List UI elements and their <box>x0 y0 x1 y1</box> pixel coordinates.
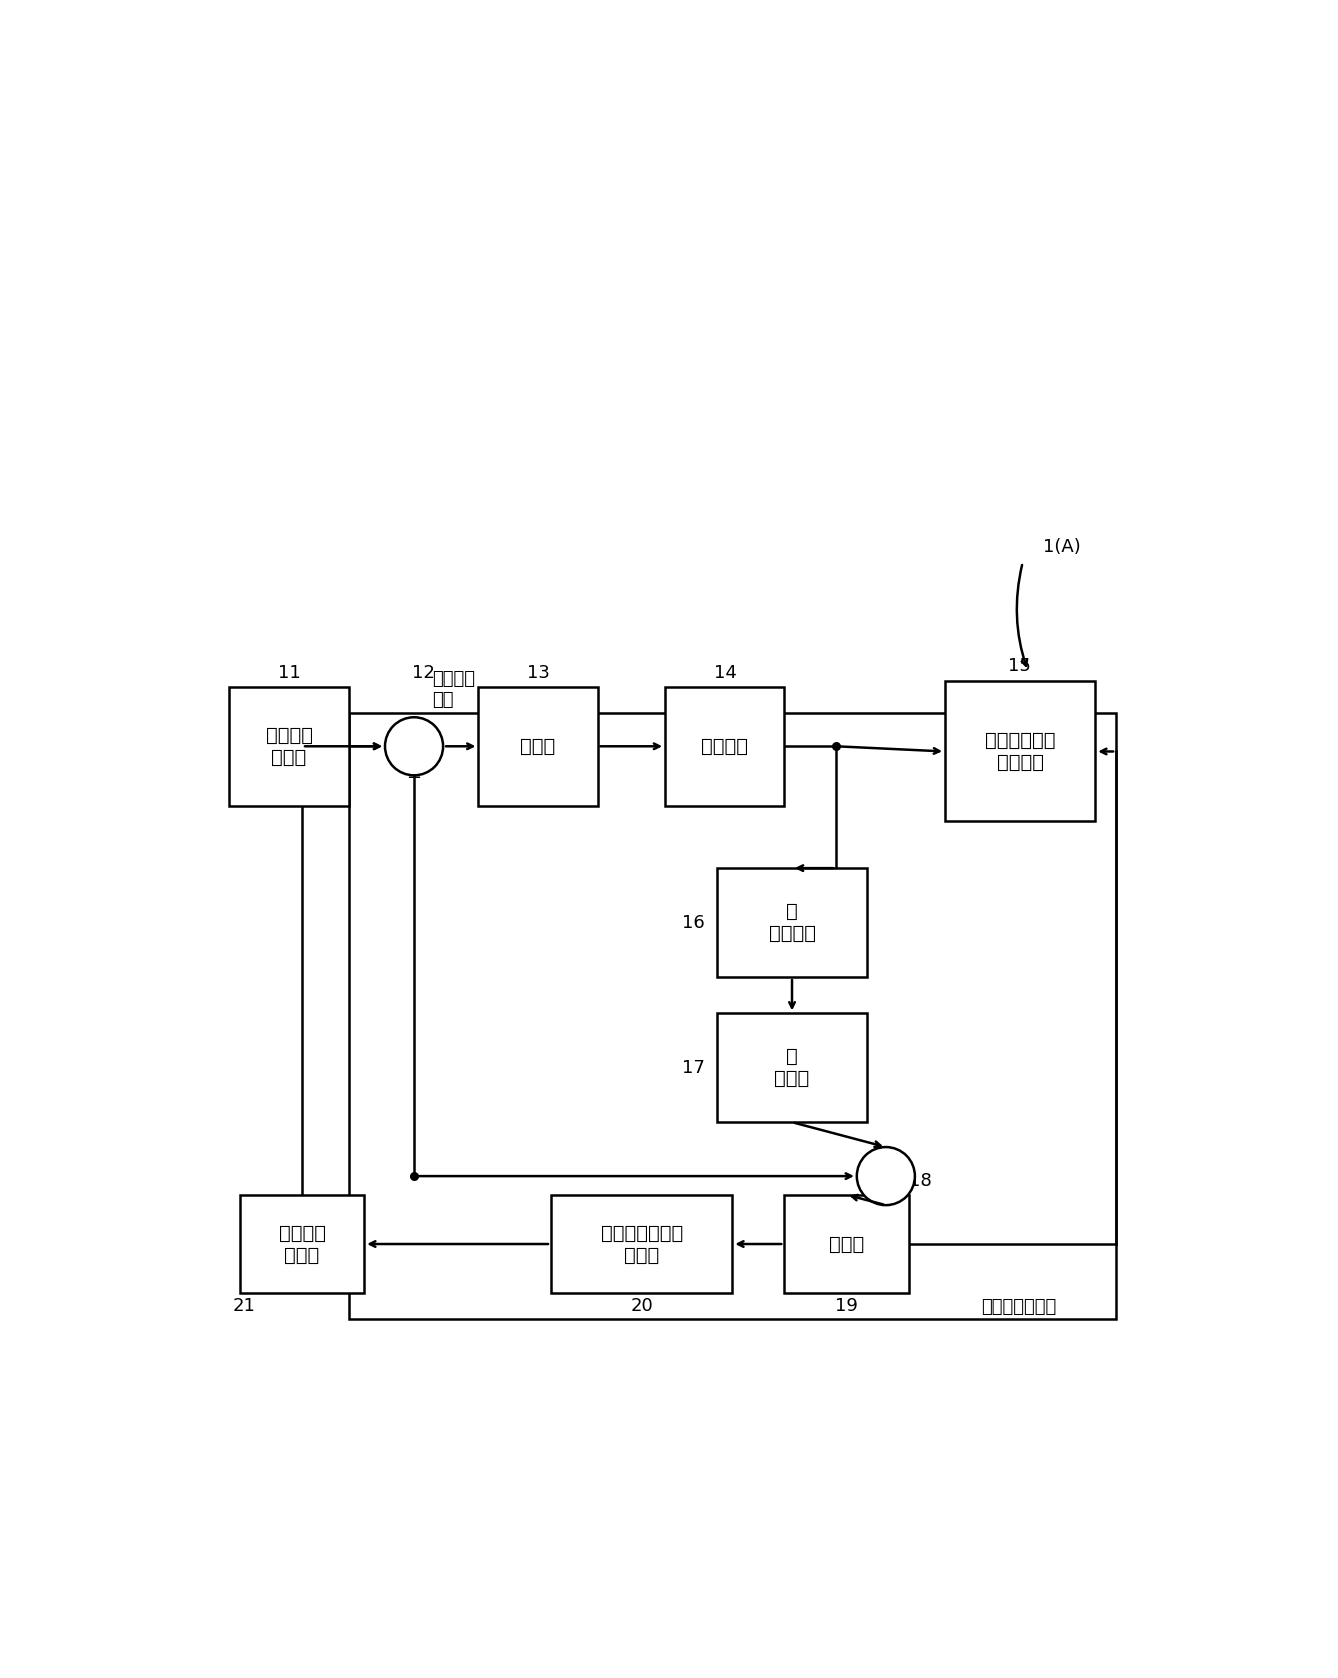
Text: 予測パラメータ: 予測パラメータ <box>981 1299 1057 1316</box>
FancyBboxPatch shape <box>240 1195 364 1294</box>
Text: エントロピー
符号化部: エントロピー 符号化部 <box>985 732 1056 772</box>
Text: 20: 20 <box>630 1297 653 1316</box>
Text: 19: 19 <box>835 1297 858 1316</box>
Text: 逆
変換部: 逆 変換部 <box>775 1047 809 1089</box>
Text: 予測差分
画像: 予測差分 画像 <box>432 671 475 710</box>
Circle shape <box>856 1148 915 1205</box>
Text: +: + <box>405 737 423 755</box>
Text: 18: 18 <box>909 1173 931 1190</box>
FancyBboxPatch shape <box>230 686 349 805</box>
Text: 15: 15 <box>1009 656 1032 675</box>
Text: +: + <box>878 1166 894 1186</box>
FancyBboxPatch shape <box>551 1195 732 1294</box>
FancyBboxPatch shape <box>717 868 867 977</box>
Text: 量子化部: 量子化部 <box>701 737 748 755</box>
FancyBboxPatch shape <box>784 1195 909 1294</box>
Text: 11: 11 <box>278 664 301 683</box>
Text: 21: 21 <box>233 1297 256 1316</box>
Text: 逆
量子化部: 逆 量子化部 <box>768 903 816 943</box>
FancyBboxPatch shape <box>717 1014 867 1123</box>
Text: 変換部: 変換部 <box>520 737 555 755</box>
Text: 符号量割り当て
判定部: 符号量割り当て 判定部 <box>601 1223 682 1265</box>
Text: イントラ
予測部: イントラ 予測部 <box>278 1223 325 1265</box>
Text: 14: 14 <box>713 664 736 683</box>
Text: ブロック
分割部: ブロック 分割部 <box>265 727 313 767</box>
Text: 16: 16 <box>681 915 704 931</box>
Circle shape <box>385 717 443 775</box>
Text: 17: 17 <box>681 1059 704 1077</box>
Text: 13: 13 <box>527 664 550 683</box>
Text: メモリ: メモリ <box>828 1235 864 1253</box>
Text: 12: 12 <box>412 664 435 683</box>
Text: 1(A): 1(A) <box>1044 537 1081 555</box>
FancyBboxPatch shape <box>665 686 784 805</box>
FancyBboxPatch shape <box>945 681 1096 822</box>
Text: −: − <box>407 769 421 787</box>
FancyBboxPatch shape <box>479 686 598 805</box>
